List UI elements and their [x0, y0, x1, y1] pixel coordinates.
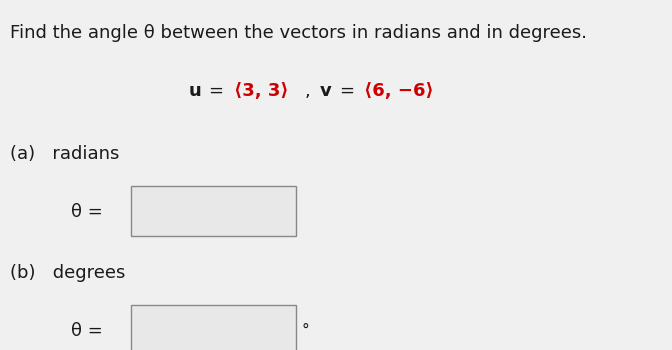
Text: (b)   degrees: (b) degrees — [10, 264, 126, 282]
Text: ⟨6, −6⟩: ⟨6, −6⟩ — [364, 82, 434, 100]
Text: θ =: θ = — [71, 322, 102, 340]
Text: u: u — [188, 82, 201, 100]
Text: θ =: θ = — [71, 203, 102, 221]
Bar — [131, 304, 296, 350]
Text: ⟨3, 3⟩: ⟨3, 3⟩ — [234, 82, 288, 100]
Text: Find the angle θ between the vectors in radians and in degrees.: Find the angle θ between the vectors in … — [10, 25, 587, 42]
Text: =: = — [339, 82, 353, 100]
Text: °: ° — [301, 323, 309, 338]
Text: =: = — [208, 82, 223, 100]
Bar — [131, 186, 296, 236]
Text: v: v — [320, 82, 331, 100]
Text: ,: , — [305, 82, 311, 100]
Text: (a)   radians: (a) radians — [10, 145, 120, 163]
